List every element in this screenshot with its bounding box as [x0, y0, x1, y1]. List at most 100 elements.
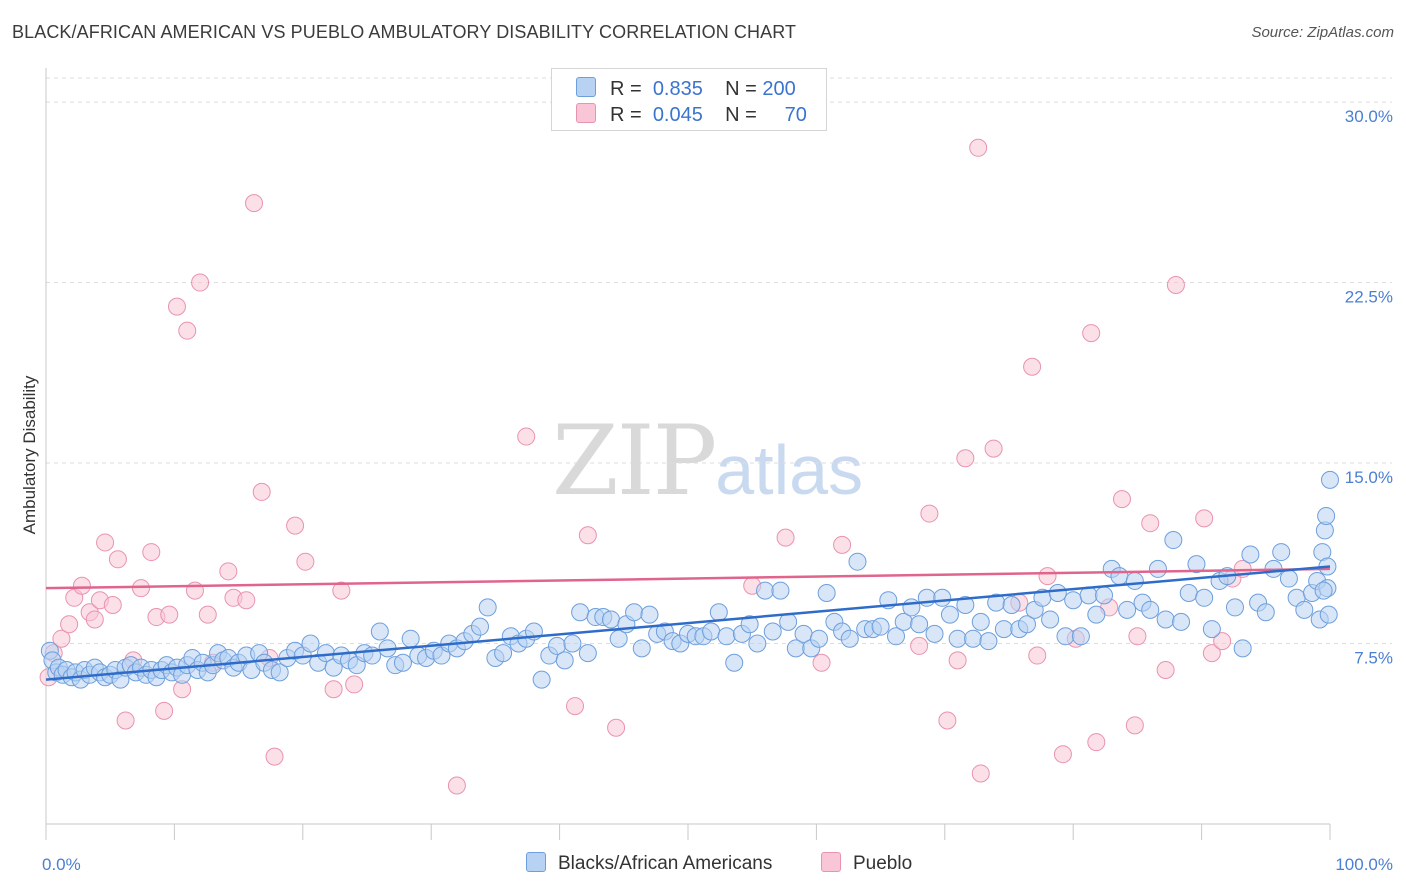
blacks-point: [1156, 610, 1175, 629]
pueblo-point: [96, 533, 115, 552]
pueblo-point: [1112, 490, 1131, 509]
pueblo-point: [252, 482, 271, 501]
blacks-point: [740, 615, 759, 634]
blacks-point: [532, 670, 551, 689]
pueblo-point: [167, 297, 186, 316]
blacks-point: [632, 639, 651, 658]
pueblo-point: [948, 651, 967, 670]
black-african-american-points: [40, 470, 1339, 689]
blacks-point: [470, 617, 489, 636]
blacks-point: [393, 653, 412, 672]
pueblo-point: [812, 653, 831, 672]
blacks-point: [1319, 605, 1338, 624]
pueblo-point: [910, 636, 929, 655]
blacks-point: [370, 622, 389, 641]
pueblo-point: [969, 138, 988, 157]
blacks-point: [1064, 591, 1083, 610]
pueblo-point: [108, 550, 127, 569]
blacks-point: [1295, 600, 1314, 619]
pueblo-point: [324, 680, 343, 699]
blacks-point: [1017, 615, 1036, 634]
blacks-point: [756, 581, 775, 600]
blacks-point: [1087, 605, 1106, 624]
pueblo-point: [578, 526, 597, 545]
y-tick-labels: 7.5% 15.0% 22.5% 30.0%: [1345, 107, 1393, 667]
legend: R = 0.835 N = 200 R = 0.045 N = 70: [551, 68, 827, 131]
pueblo-point: [607, 718, 626, 737]
bottom-legend-swatch-pink: [821, 852, 841, 872]
pueblo-point: [52, 629, 71, 648]
pueblo-point: [956, 449, 975, 468]
pueblo-point: [920, 504, 939, 523]
pueblo-point: [1166, 275, 1185, 294]
pueblo-point: [833, 535, 852, 554]
blacks-point: [979, 632, 998, 651]
pueblo-point: [103, 596, 122, 615]
blacks-point: [601, 610, 620, 629]
blacks-point: [1233, 639, 1252, 658]
pueblo-point: [332, 581, 351, 600]
y-tick-label: 15.0%: [1345, 468, 1393, 487]
pueblo-point: [1028, 646, 1047, 665]
watermark-atlas: atlas: [715, 431, 864, 509]
blacks-point: [771, 581, 790, 600]
blacks-point: [763, 622, 782, 641]
blacks-point: [964, 629, 983, 648]
pueblo-point: [447, 776, 466, 795]
blacks-point: [401, 629, 420, 648]
blacks-point: [725, 653, 744, 672]
blacks-point: [494, 644, 513, 663]
blacks-point: [640, 605, 659, 624]
bottom-legend-pueblo: Pueblo: [821, 852, 912, 875]
watermark-zip: ZIP: [552, 405, 717, 517]
pueblo-point: [1023, 357, 1042, 376]
pueblo-point: [517, 427, 536, 446]
legend-swatch-blue: [576, 77, 596, 97]
blacks-point: [270, 663, 289, 682]
blacks-point: [1110, 567, 1129, 586]
blacks-point: [1172, 612, 1191, 631]
blacks-point: [1279, 569, 1298, 588]
y-axis-label: Ambulatory Disability: [20, 375, 39, 535]
pueblo-point: [1156, 660, 1175, 679]
blacks-point: [1202, 620, 1221, 639]
blacks-point: [1002, 596, 1021, 615]
pueblo-point: [938, 711, 957, 730]
pueblo-point: [566, 697, 585, 716]
pueblo-point: [1038, 567, 1057, 586]
blacks-point: [1048, 583, 1067, 602]
blacks-point: [1321, 470, 1339, 489]
legend-r-value: 0.835: [652, 78, 703, 100]
bottom-legend-blacks: Blacks/African Americans: [526, 852, 772, 875]
pueblo-point: [60, 615, 79, 634]
pueblo-point: [245, 194, 264, 213]
pueblo-point: [345, 675, 364, 694]
blacks-point: [933, 588, 952, 607]
pueblo-point: [296, 552, 315, 571]
blacks-point: [1118, 600, 1137, 619]
trend-lines: [45, 565, 1331, 681]
blacks-point: [625, 603, 644, 622]
pueblo-point: [776, 528, 795, 547]
source-label: Source: ZipAtlas.com: [1251, 24, 1394, 41]
blacks-point: [925, 624, 944, 643]
pueblo-point: [85, 610, 104, 629]
blacks-point: [1095, 586, 1114, 605]
bottom-legend-swatch-blue: [526, 852, 546, 872]
blacks-point: [555, 651, 574, 670]
pueblo-point: [178, 321, 197, 340]
blacks-point: [1056, 627, 1075, 646]
x-tick-label-left: 0.0%: [42, 855, 81, 874]
blacks-point: [578, 644, 597, 663]
x-tick-label-right: 100.0%: [1335, 855, 1393, 874]
blacks-point: [1317, 506, 1336, 525]
blacks-point: [817, 583, 836, 602]
chart-title: BLACK/AFRICAN AMERICAN VS PUEBLO AMBULAT…: [12, 22, 797, 42]
watermark: ZIPatlas: [552, 405, 863, 517]
blacks-point: [748, 634, 767, 653]
legend-n-value: 200: [762, 78, 796, 100]
blacks-point: [948, 629, 967, 648]
pueblo-point: [1195, 509, 1214, 528]
pueblo-point: [1125, 716, 1144, 735]
